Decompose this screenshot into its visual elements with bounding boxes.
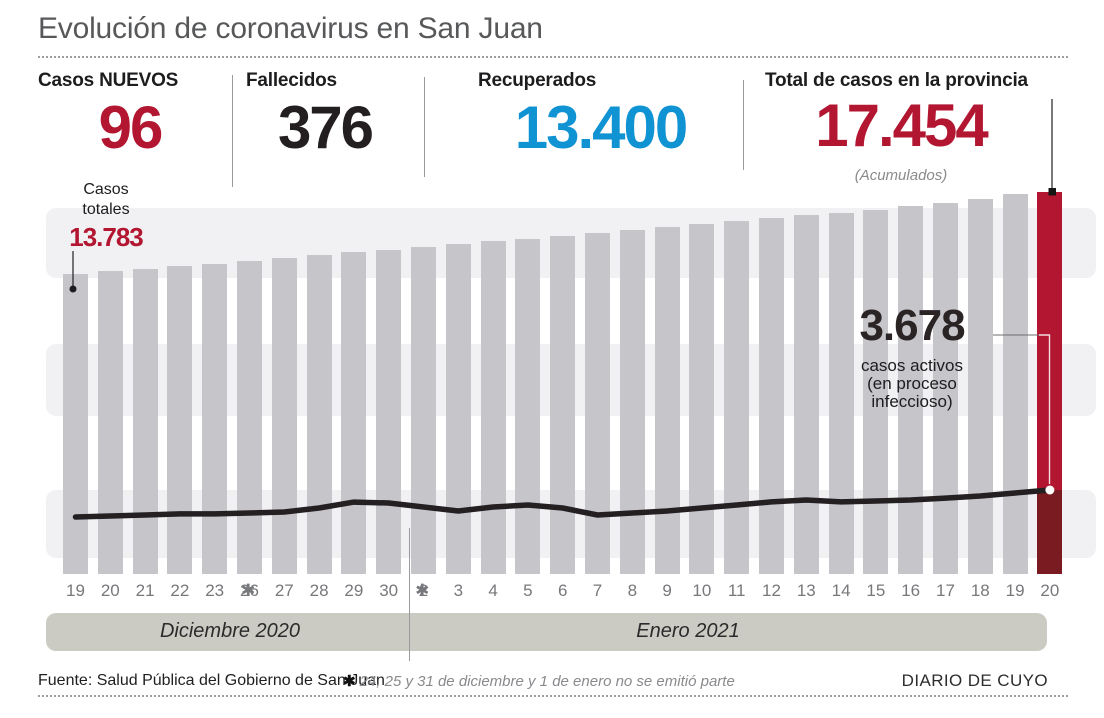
bar-total-cases xyxy=(759,218,784,574)
bar-total-cases xyxy=(446,244,471,574)
bar-total-cases xyxy=(272,258,297,574)
bar-total-cases xyxy=(63,274,88,574)
bar-total-cases xyxy=(98,271,123,574)
first-total-annotation: Casos totales 13.783 xyxy=(56,180,156,253)
active-label-line2: (en proceso xyxy=(867,374,957,393)
bar-total-cases xyxy=(411,246,436,574)
footnote: ✱ 24, 25 y 31 de diciembre y 1 de enero n… xyxy=(343,672,735,690)
month-label-enero: Enero 2021 xyxy=(636,620,740,642)
x-axis-label: 21 xyxy=(135,581,155,600)
x-axis-label: 14 xyxy=(831,581,851,600)
stat-label-fallecidos: Fallecidos xyxy=(246,70,337,91)
stat-label-total-provincia: Total de casos en la provincia xyxy=(765,70,1028,91)
x-axis-label: 8 xyxy=(627,581,638,600)
bar-total-cases xyxy=(202,263,227,574)
x-axis-label: 9 xyxy=(662,581,672,600)
bar-total-cases xyxy=(515,238,540,574)
source-credit: Fuente: Salud Pública del Gobierno de Sa… xyxy=(38,672,385,689)
publisher-brand: DIARIO DE CUYO xyxy=(901,671,1048,690)
active-label-line1: casos activos xyxy=(860,356,964,375)
bar-final-total-cases xyxy=(1037,192,1062,490)
bar-total-cases xyxy=(481,241,506,574)
x-axis-label: 17 xyxy=(936,581,955,600)
bar-total-cases xyxy=(689,224,714,574)
stat-value-fallecidos: 376 xyxy=(277,94,374,161)
bar-total-cases xyxy=(1003,194,1028,574)
active-cases-annotation: 3.678 casos activos (en proceso infeccio… xyxy=(822,304,1002,411)
x-axis-label: 11 xyxy=(727,581,746,600)
x-axis-label: 12 xyxy=(762,581,781,600)
stat-value-total-provincia: 17.454 xyxy=(815,92,989,159)
x-axis-label: 19 xyxy=(66,581,85,600)
bar-total-cases xyxy=(655,227,680,574)
bar-total-cases xyxy=(376,249,401,574)
bottom-dotted-rule xyxy=(38,695,1068,697)
bar-total-cases xyxy=(550,235,575,574)
footnote-asterisk-icon: ✱ xyxy=(343,673,356,690)
bar-total-cases xyxy=(620,230,645,574)
footnote-text: 24, 25 y 31 de diciembre y 1 de enero no… xyxy=(359,673,735,690)
first-total-label-line1: Casos xyxy=(83,181,129,198)
bar-final-below-line xyxy=(1037,490,1062,574)
stat-note-acumulados: (Acumulados) xyxy=(854,167,948,184)
x-axis-label: 7 xyxy=(592,581,603,600)
x-axis-label: 30 xyxy=(379,581,399,600)
stat-label-recuperados: Recuperados xyxy=(478,70,597,91)
x-axis-label: 28 xyxy=(309,581,329,600)
x-axis-label: 4 xyxy=(488,581,498,600)
x-axis-label: 22 xyxy=(170,581,190,600)
first-total-label-line2: totales xyxy=(82,201,130,218)
month-label-diciembre: Diciembre 2020 xyxy=(159,620,301,642)
x-axis-label: 10 xyxy=(692,581,712,600)
x-axis-label: 13 xyxy=(796,581,816,600)
axis-asterisk-marker-icon: ✱ xyxy=(415,581,430,600)
x-axis-label: 3 xyxy=(453,581,464,600)
footnote-divider-line xyxy=(409,528,410,661)
bar-total-cases xyxy=(133,268,158,574)
bar-total-cases xyxy=(167,266,192,574)
x-axis-label: 19 xyxy=(1005,581,1025,600)
x-axis-label: 26 xyxy=(240,581,259,600)
x-axis-label: 20 xyxy=(1040,581,1060,600)
bar-total-cases xyxy=(724,221,749,574)
bar-total-cases xyxy=(585,232,610,574)
bar-total-cases xyxy=(307,255,332,574)
stat-divider xyxy=(424,77,425,177)
top-dotted-rule xyxy=(38,56,1068,58)
active-cases-value: 3.678 xyxy=(859,301,965,350)
x-axis-label: 15 xyxy=(866,581,886,600)
x-axis-label: 6 xyxy=(557,581,568,600)
x-axis-label: 23 xyxy=(205,581,225,600)
x-axis-label: 2 xyxy=(418,581,429,600)
stat-label-casos-nuevos: Casos NUEVOS xyxy=(38,70,179,91)
stat-divider xyxy=(743,80,744,170)
page-title: Evolución de coronavirus en San Juan xyxy=(38,12,543,45)
bar-total-cases xyxy=(237,260,262,574)
x-axis-label: 5 xyxy=(523,581,533,600)
active-label-line3: infeccioso) xyxy=(871,392,953,411)
axis-asterisk-marker-icon: ✱ xyxy=(241,581,256,600)
x-axis-label: 27 xyxy=(274,581,294,600)
first-total-value: 13.783 xyxy=(69,222,144,252)
x-axis-label: 16 xyxy=(901,581,921,600)
bar-total-cases xyxy=(341,252,366,574)
x-axis-label: 29 xyxy=(344,581,364,600)
stat-value-recuperados: 13.400 xyxy=(514,94,689,161)
stat-value-casos-nuevos: 96 xyxy=(98,94,164,161)
x-axis-label: 20 xyxy=(100,581,120,600)
bar-total-cases xyxy=(794,215,819,574)
x-axis-label: 18 xyxy=(970,581,990,600)
month-band xyxy=(46,613,1047,651)
stat-divider xyxy=(232,75,233,187)
